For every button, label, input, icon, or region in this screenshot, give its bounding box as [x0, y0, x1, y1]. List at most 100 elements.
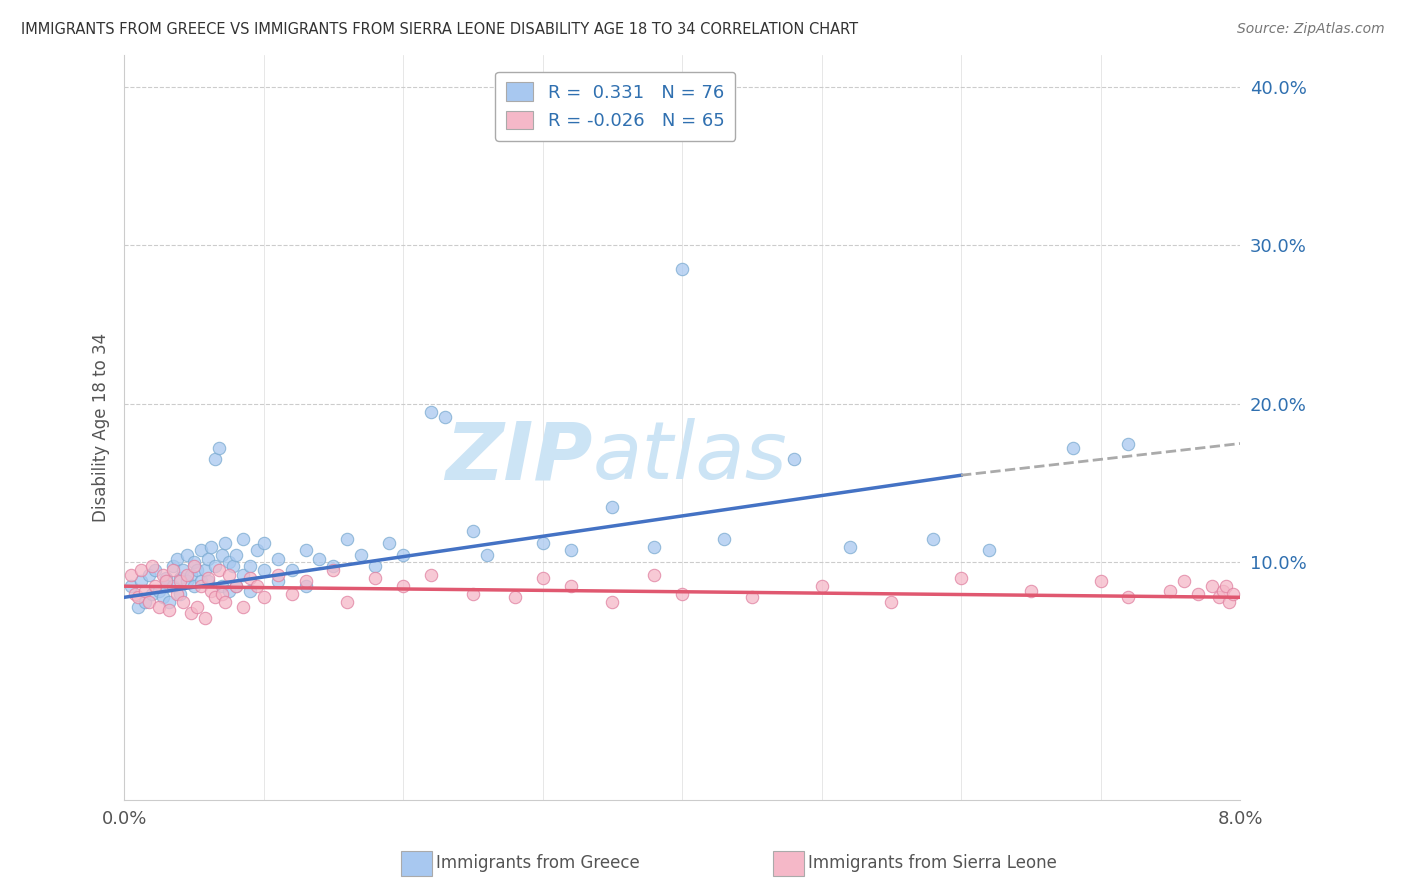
Point	[420, 568, 443, 582]
Point	[134, 595, 156, 609]
Text: Immigrants from Sierra Leone: Immigrants from Sierra Leone	[808, 855, 1057, 872]
Point	[200, 584, 222, 599]
Point	[950, 571, 973, 585]
Point	[266, 552, 288, 566]
Point	[1218, 595, 1240, 609]
Point	[1208, 591, 1230, 605]
Point	[222, 558, 245, 573]
Point	[180, 606, 202, 620]
Point	[294, 579, 316, 593]
Point	[783, 452, 806, 467]
Point	[643, 540, 665, 554]
Point	[148, 584, 170, 599]
Point	[214, 536, 236, 550]
Point	[155, 574, 177, 589]
Point	[141, 587, 163, 601]
Point	[602, 500, 624, 514]
Point	[239, 571, 262, 585]
Point	[713, 532, 735, 546]
Point	[1201, 579, 1223, 593]
Point	[190, 542, 212, 557]
Point	[253, 563, 276, 577]
Text: Immigrants from Greece: Immigrants from Greece	[436, 855, 640, 872]
Point	[225, 579, 247, 593]
Point	[120, 568, 142, 582]
Point	[143, 563, 166, 577]
Point	[643, 568, 665, 582]
Text: atlas: atlas	[593, 418, 787, 497]
Point	[176, 574, 198, 589]
Point	[197, 574, 219, 589]
Point	[162, 558, 184, 573]
Point	[392, 548, 415, 562]
Point	[434, 409, 457, 424]
Point	[1212, 584, 1234, 599]
Point	[1118, 591, 1140, 605]
Point	[392, 579, 415, 593]
Point	[671, 262, 693, 277]
Point	[124, 587, 146, 601]
Point	[197, 571, 219, 585]
Point	[211, 579, 233, 593]
Point	[127, 599, 149, 614]
Point	[1159, 584, 1181, 599]
Point	[183, 579, 205, 593]
Point	[127, 591, 149, 605]
Point	[194, 611, 217, 625]
Point	[560, 542, 582, 557]
Point	[204, 558, 226, 573]
Point	[208, 563, 231, 577]
Point	[280, 563, 302, 577]
Point	[208, 442, 231, 456]
Point	[197, 552, 219, 566]
Point	[1173, 574, 1195, 589]
Point	[922, 532, 945, 546]
Point	[211, 548, 233, 562]
Point	[225, 548, 247, 562]
Point	[531, 536, 554, 550]
Point	[294, 574, 316, 589]
Point	[246, 579, 269, 593]
Point	[1222, 587, 1244, 601]
Point	[308, 552, 330, 566]
Point	[172, 563, 194, 577]
Point	[218, 584, 240, 599]
Point	[157, 595, 180, 609]
Point	[378, 536, 401, 550]
Point	[232, 568, 254, 582]
Point	[461, 524, 484, 538]
Point	[204, 591, 226, 605]
Point	[214, 595, 236, 609]
Point	[183, 556, 205, 570]
Point	[129, 574, 152, 589]
Point	[186, 563, 208, 577]
Point	[152, 568, 174, 582]
Point	[461, 587, 484, 601]
Legend: R =  0.331   N = 76, R = -0.026   N = 65: R = 0.331 N = 76, R = -0.026 N = 65	[495, 71, 735, 141]
Point	[232, 599, 254, 614]
Point	[166, 552, 188, 566]
Point	[1118, 436, 1140, 450]
Point	[560, 579, 582, 593]
Point	[364, 571, 387, 585]
Point	[169, 574, 191, 589]
Point	[1090, 574, 1112, 589]
Point	[266, 574, 288, 589]
Point	[239, 584, 262, 599]
Point	[134, 584, 156, 599]
Point	[218, 556, 240, 570]
Point	[152, 591, 174, 605]
Text: IMMIGRANTS FROM GREECE VS IMMIGRANTS FROM SIERRA LEONE DISABILITY AGE 18 TO 34 C: IMMIGRANTS FROM GREECE VS IMMIGRANTS FRO…	[21, 22, 858, 37]
Point	[143, 579, 166, 593]
Point	[503, 591, 526, 605]
Point	[204, 452, 226, 467]
Point	[602, 595, 624, 609]
Point	[239, 558, 262, 573]
Point	[322, 558, 344, 573]
Y-axis label: Disability Age 18 to 34: Disability Age 18 to 34	[93, 333, 110, 522]
Point	[194, 563, 217, 577]
Point	[253, 536, 276, 550]
Point	[176, 548, 198, 562]
Point	[225, 579, 247, 593]
Point	[322, 563, 344, 577]
